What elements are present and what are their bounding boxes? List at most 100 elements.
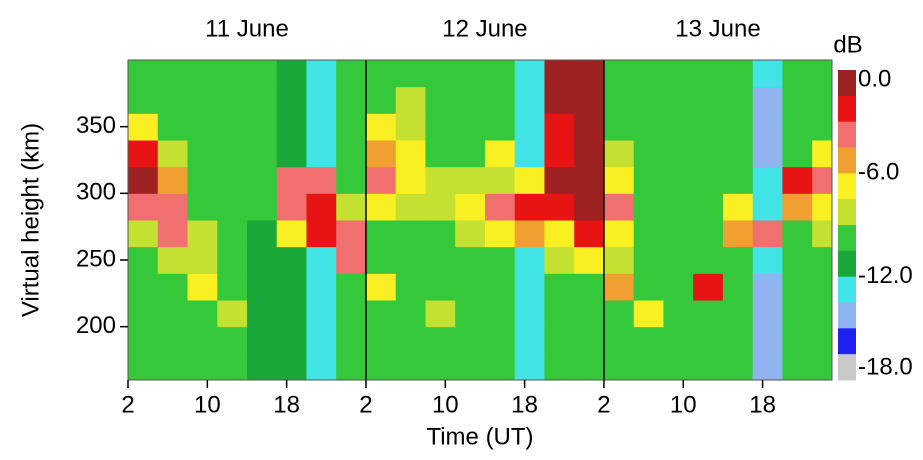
heat-cell (425, 353, 456, 381)
heat-cell (544, 60, 575, 88)
heat-cell (574, 220, 605, 248)
heat-cell (336, 353, 367, 381)
x-tick-label: 10 (670, 391, 697, 418)
heat-cell (336, 60, 367, 88)
heat-cell (484, 246, 516, 274)
colorbar-tick-label: -6.0 (858, 159, 899, 186)
heat-cell (752, 140, 783, 168)
heat-cell (544, 246, 575, 274)
heat-cell (663, 113, 694, 141)
heat-cell (217, 86, 248, 114)
heat-cell (484, 60, 516, 88)
heat-cell (455, 166, 486, 194)
heat-cell (157, 193, 188, 221)
heat-cell (514, 86, 545, 114)
heat-cell (663, 246, 694, 274)
x-tick-label: 2 (359, 391, 372, 418)
colorbar-swatch (838, 199, 856, 226)
heat-cell (276, 300, 307, 328)
heat-cell (157, 113, 188, 141)
heat-cell (425, 140, 456, 168)
heat-cell (425, 86, 456, 114)
heat-cell (782, 353, 813, 381)
heat-cell (187, 86, 218, 114)
heat-cell (128, 246, 159, 274)
heat-cell (693, 353, 724, 381)
heat-cell (336, 300, 367, 328)
heat-cell (455, 86, 486, 114)
heat-cell (693, 220, 724, 248)
heat-cell (365, 193, 397, 221)
heat-cell (782, 246, 813, 274)
heat-cell (633, 166, 664, 194)
heat-cell (812, 220, 833, 248)
heat-cell (544, 166, 575, 194)
heat-cell (514, 193, 545, 221)
heat-cell (812, 60, 833, 88)
heat-cell (722, 326, 754, 354)
colorbar-swatch (838, 302, 856, 329)
heat-cell (663, 193, 694, 221)
heat-cell (157, 140, 188, 168)
heat-cell (157, 86, 188, 114)
colorbar-swatch (838, 328, 856, 355)
heat-cell (752, 326, 783, 354)
heat-cell (722, 60, 754, 88)
heat-cell (484, 326, 516, 354)
heat-cell (336, 140, 367, 168)
heat-cell (574, 326, 605, 354)
heat-cell (395, 140, 426, 168)
colorbar-swatch (838, 250, 856, 278)
heat-cell (603, 193, 635, 221)
heat-cell (246, 273, 278, 301)
heat-cell (395, 193, 426, 221)
heat-cell (455, 220, 486, 248)
heat-cell (722, 166, 754, 194)
heat-cell (128, 353, 159, 381)
heat-cell (484, 220, 516, 248)
heat-cell (812, 140, 833, 168)
heat-cell (603, 273, 635, 301)
x-tick-label: 10 (194, 391, 221, 418)
heat-cell (455, 193, 486, 221)
y-tick-label: 300 (76, 179, 116, 206)
heat-cell (336, 193, 367, 221)
heat-cell (782, 326, 813, 354)
heat-cell (544, 326, 575, 354)
heat-cell (514, 326, 545, 354)
heat-cell (425, 113, 456, 141)
heat-cell (306, 166, 337, 194)
heat-cell (157, 273, 188, 301)
heat-cell (722, 113, 754, 141)
heat-cell (722, 140, 754, 168)
heat-cell (217, 300, 248, 328)
heat-cell (425, 60, 456, 88)
heat-cell (455, 246, 486, 274)
heat-cell (276, 220, 307, 248)
heat-cell (574, 246, 605, 274)
heat-cell (782, 300, 813, 328)
heat-cell (812, 353, 833, 381)
heat-cell (812, 326, 833, 354)
y-tick-label: 250 (76, 245, 116, 272)
heat-cell (217, 193, 248, 221)
x-tick-label: 2 (597, 391, 610, 418)
heat-cell (752, 193, 783, 221)
heat-cell (603, 166, 635, 194)
heat-cell (365, 220, 397, 248)
heat-cell (157, 60, 188, 88)
heat-cell (365, 113, 397, 141)
day-label: 12 June (442, 15, 527, 42)
heat-cell (782, 113, 813, 141)
heat-cell (276, 113, 307, 141)
plot-frame (127, 59, 833, 381)
heat-cell (365, 86, 397, 114)
heat-cell (395, 273, 426, 301)
heat-cell (663, 166, 694, 194)
heat-cell (633, 246, 664, 274)
heat-cell (395, 166, 426, 194)
heat-cell (395, 326, 426, 354)
heat-cell (455, 300, 486, 328)
heat-cell (544, 353, 575, 381)
heat-cell (633, 353, 664, 381)
